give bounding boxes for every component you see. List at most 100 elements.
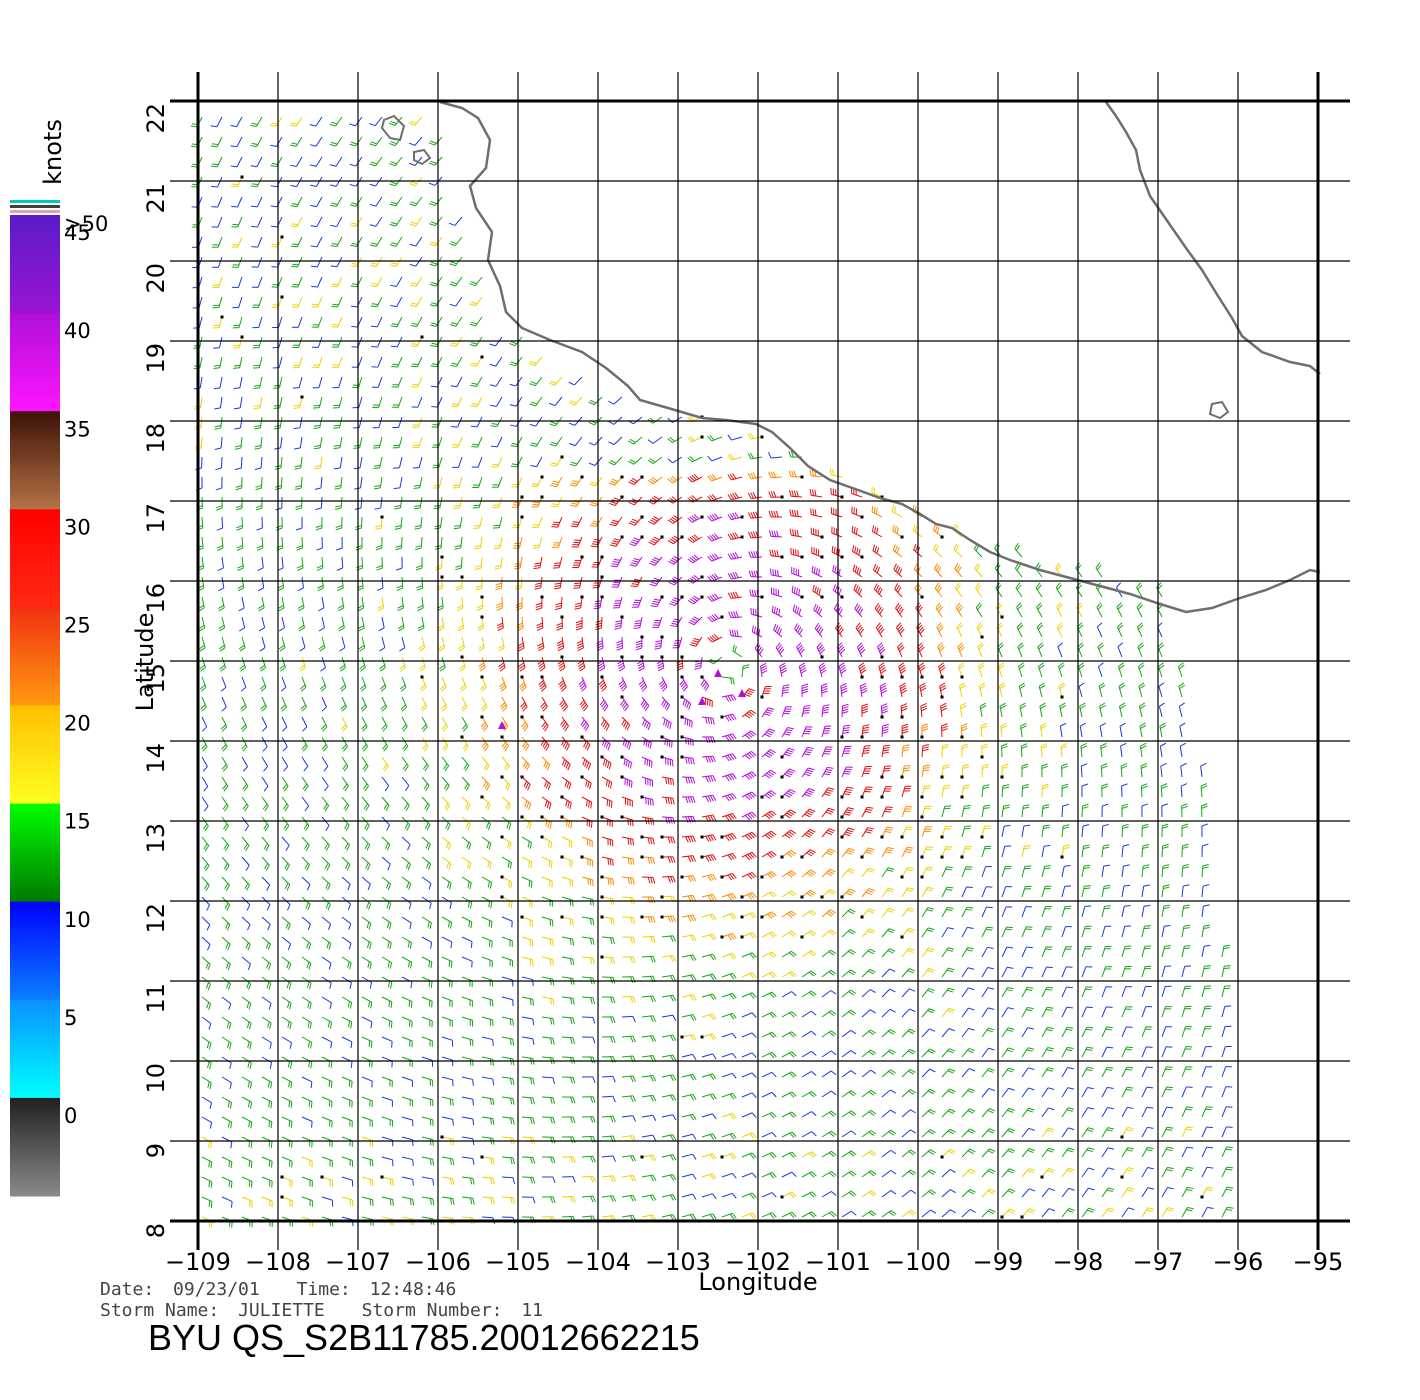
wind-barb-feather (786, 792, 793, 797)
wind-barb-shaft (1181, 1026, 1187, 1038)
wind-barb-shaft (321, 1116, 333, 1122)
wind-barb-feather (203, 863, 208, 870)
wind-barb-shaft (581, 1135, 594, 1138)
wind-barb (741, 1032, 757, 1038)
wind-barb-feather (906, 909, 914, 913)
wind-barb-shaft (321, 1036, 332, 1043)
wind-barb (1081, 986, 1093, 998)
wind-barb-shaft (1081, 926, 1086, 938)
wind-barb-feather (1042, 804, 1050, 807)
wind-barb-feather (227, 1101, 230, 1108)
wind-barb-shaft (241, 736, 248, 747)
wind-barb-feather (266, 904, 271, 911)
wind-barb (421, 1056, 434, 1067)
wind-barb-feather (830, 1050, 837, 1056)
wind-barb-feather (964, 805, 971, 807)
wind-barb (201, 1176, 213, 1189)
wind-barb (621, 1075, 636, 1083)
wind-barb-shaft (1021, 966, 1028, 978)
wind-barb (441, 1056, 454, 1067)
wind-barb-feather (1101, 763, 1108, 767)
wind-barb-shaft (421, 1216, 433, 1220)
wind-barb-shaft (921, 967, 930, 978)
wind-barb-shaft (1021, 1067, 1029, 1078)
wind-barb (381, 836, 391, 851)
wind-barb (941, 1007, 955, 1018)
wind-barb-feather (705, 835, 710, 842)
wind-barb-feather (771, 1092, 777, 1098)
wind-barb-feather (928, 1008, 936, 1012)
wind-barb-feather (749, 1193, 755, 1199)
wind-barb-feather (1103, 864, 1111, 867)
wind-barb-feather (884, 810, 891, 813)
wind-barb (221, 1076, 232, 1089)
wind-barb-feather (308, 1100, 311, 1107)
wind-barb-feather (947, 1110, 954, 1115)
wind-barb-shaft (601, 1135, 613, 1138)
wind-barb-shaft (361, 936, 372, 944)
wind-barb (641, 876, 656, 884)
wind-barb (1021, 763, 1029, 778)
wind-barb-feather (825, 768, 833, 772)
wind-barb-feather (1182, 864, 1190, 867)
wind-barb-feather (267, 924, 271, 931)
wind-barb-feather (1022, 786, 1029, 789)
wind-barb-feather (987, 987, 995, 990)
wind-barb-feather (630, 781, 633, 788)
wind-barb-shaft (941, 786, 945, 798)
wind-barb (641, 995, 656, 1003)
wind-barb-shaft (981, 987, 989, 998)
wind-barb-feather (808, 931, 815, 937)
wind-barb-feather (287, 1021, 290, 1028)
wind-barb (241, 1196, 253, 1208)
wind-barb (1100, 742, 1107, 758)
wind-barb-feather (731, 993, 737, 999)
wind-barb-feather (630, 1095, 634, 1102)
wind-barb (241, 1016, 252, 1030)
wind-barb-feather (725, 795, 730, 802)
wind-barb-feather (729, 1153, 735, 1160)
wind-barb (401, 1156, 414, 1166)
wind-barb-shaft (341, 1216, 353, 1221)
wind-barb-feather (310, 1101, 313, 1108)
wind-barb-shaft (581, 956, 593, 959)
wind-barb-feather (307, 1041, 310, 1048)
wind-barb-shaft (541, 996, 553, 1000)
wind-barb-feather (771, 971, 777, 977)
wind-barb (841, 1050, 857, 1058)
wind-barb-feather (946, 908, 953, 912)
wind-barb-feather (286, 884, 291, 891)
wind-barb (201, 1036, 212, 1050)
wind-barb (641, 1194, 657, 1202)
wind-barb-feather (572, 958, 575, 966)
wind-barb-feather (344, 823, 349, 830)
wind-barb (1041, 763, 1048, 778)
wind-barb-feather (807, 746, 814, 750)
wind-barb-shaft (961, 846, 966, 858)
wind-barb-feather (472, 1099, 475, 1106)
wind-barb-shaft (241, 1116, 253, 1123)
wind-barb-feather (771, 891, 777, 897)
wind-barb (281, 896, 291, 911)
wind-barb (561, 1076, 576, 1084)
wind-barb (281, 776, 289, 792)
wind-barb-feather (202, 823, 208, 830)
wind-barb (941, 743, 949, 758)
wind-barb-feather (791, 1031, 797, 1037)
wind-barb (1221, 1086, 1233, 1098)
wind-barb-shaft (621, 1135, 633, 1138)
wind-barb-feather (810, 950, 817, 955)
wind-barb-feather (570, 1136, 574, 1144)
wind-barb-shaft (981, 826, 986, 838)
wind-barb-shaft (441, 856, 452, 864)
wind-barb (901, 887, 915, 898)
wind-barb (321, 1156, 333, 1168)
wind-barb-shaft (201, 776, 209, 787)
wind-barb-feather (927, 886, 934, 890)
wind-barb (1041, 885, 1052, 898)
wind-barb-feather (647, 877, 651, 884)
wind-barb-feather (504, 782, 509, 789)
wind-barb-feather (523, 780, 528, 788)
wind-barb-shaft (761, 1091, 773, 1098)
wind-barb-feather (1008, 1107, 1015, 1111)
